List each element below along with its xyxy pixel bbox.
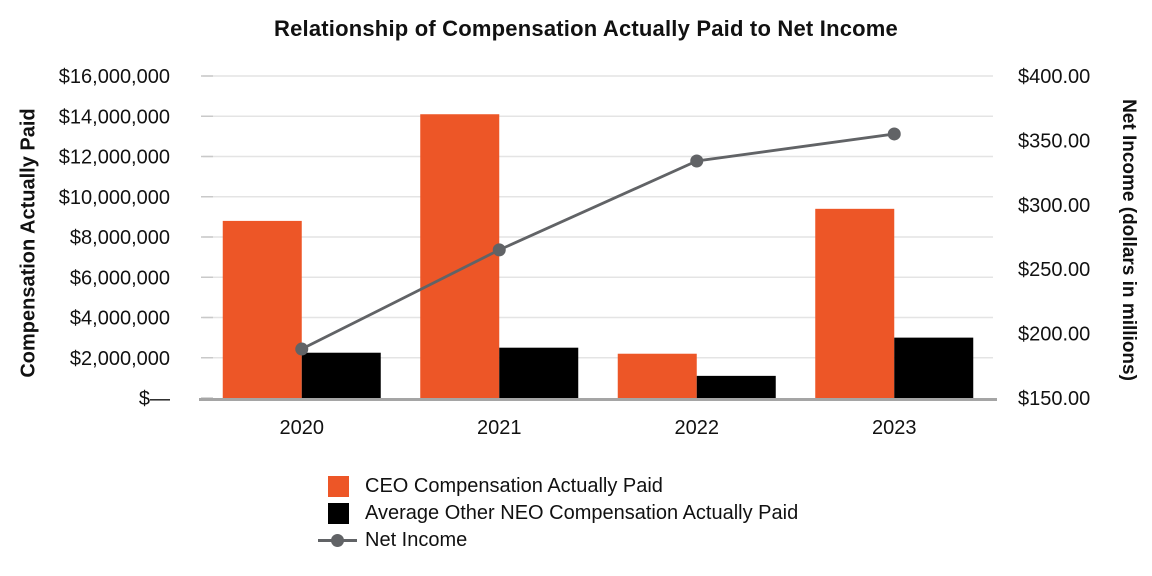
right-axis-tick-label: $150.00 (1018, 388, 1090, 410)
bar-neo-2023 (894, 337, 974, 398)
legend-swatch-ceo-icon (328, 475, 349, 497)
bar-ceo-2020 (222, 220, 302, 398)
right-axis-tick-label: $200.00 (1018, 324, 1090, 346)
chart-title: Relationship of Compensation Actually Pa… (273, 16, 898, 41)
left-axis-tick-label: $8,000,000 (70, 227, 170, 249)
legend-label-neo: Average Other NEO Compensation Actually … (365, 501, 799, 524)
bar-neo-2020 (301, 352, 381, 398)
left-axis-tick-label: $4,000,000 (70, 308, 170, 330)
right-axis-tick-label: $350.00 (1018, 130, 1090, 152)
net-income-point-2022 (690, 154, 704, 168)
right-axis-tick-label: $300.00 (1018, 195, 1090, 217)
left-axis-tick-label: $12,000,000 (59, 147, 170, 169)
net-income-line (301, 132, 895, 351)
legend-row-neo: Average Other NEO Compensation Actually … (318, 502, 798, 524)
legend-label-ceo: CEO Compensation Actually Paid (365, 474, 663, 497)
x-axis-label: 2020 (280, 417, 325, 439)
left-axis-tick-label: $10,000,000 (59, 187, 170, 209)
left-axis-tick-label: $14,000,000 (59, 106, 170, 128)
legend-line-marker-icon (318, 533, 357, 547)
x-axis-label: 2021 (477, 417, 522, 439)
legend: CEO Compensation Actually Paid Average O… (318, 475, 798, 556)
left-axis-tick-label: $6,000,000 (70, 267, 170, 289)
legend-swatch-neo-icon (328, 502, 349, 524)
bar-ceo-2022 (617, 353, 697, 398)
bar-neo-2021 (499, 347, 579, 398)
legend-sample-net-income (318, 533, 365, 547)
x-axis-label: 2023 (872, 417, 917, 439)
net-income-point-2020 (295, 342, 309, 356)
legend-row-net-income: Net Income (318, 529, 798, 551)
legend-label-net-income: Net Income (365, 528, 468, 551)
left-axis-tick-label: $— (139, 388, 170, 410)
bar-ceo-2023 (815, 208, 895, 398)
right-axis-tick-label: $250.00 (1018, 259, 1090, 281)
net-income-point-2023 (887, 127, 901, 141)
legend-sample-neo (318, 502, 365, 524)
left-axis-tick-label: $2,000,000 (70, 348, 170, 370)
x-axis-label: 2022 (675, 417, 720, 439)
legend-sample-ceo (318, 475, 365, 497)
left-axis-tick-label: $16,000,000 (59, 66, 170, 88)
net-income-point-2021 (492, 243, 506, 257)
plot-area: $16,000,000 $14,000,000 $12,000,000 $10,000… (59, 66, 1091, 439)
right-axis-tick-label: $400.00 (1018, 66, 1090, 88)
bar-neo-2022 (696, 375, 776, 398)
legend-line-dot-icon (331, 533, 344, 547)
legend-row-ceo: CEO Compensation Actually Paid (318, 475, 798, 497)
